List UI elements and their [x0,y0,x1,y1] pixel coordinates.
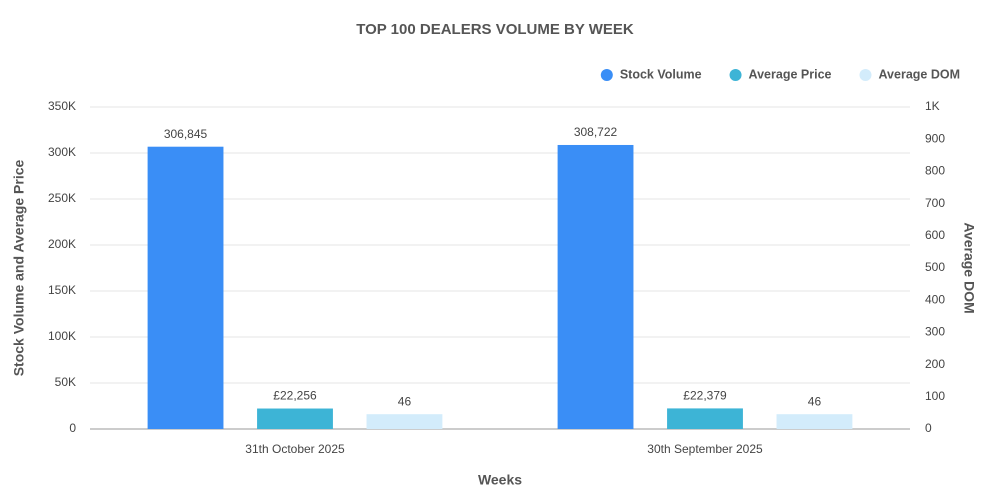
y-axis-title: Stock Volume and Average Price [11,160,27,377]
legend-marker [600,69,613,81]
y2-tick-label: 1K [925,99,940,113]
value-label: 306,845 [164,127,208,141]
y-tick-label: 50K [55,375,76,389]
y-tick-label: 250K [48,191,76,205]
y-tick-label: 200K [48,237,76,251]
legend-marker [859,69,872,81]
value-label: £22,379 [683,389,727,403]
x-tick-label: 31th October 2025 [245,442,345,456]
x-tick-label: 30th September 2025 [647,442,763,456]
legend-label: Average DOM [878,67,960,81]
y2-tick-label: 900 [925,131,945,145]
value-label: 46 [808,394,822,408]
bar [147,146,224,429]
value-label: £22,256 [273,389,317,403]
y-tick-label: 0 [69,421,76,435]
value-label: 46 [398,394,412,408]
y2-axis-title: Average DOM [961,222,977,313]
y2-tick-label: 800 [925,164,945,178]
value-label: 308,722 [574,125,618,139]
y2-tick-label: 100 [925,389,945,403]
bar [557,144,634,429]
y2-tick-label: 500 [925,260,945,274]
y-tick-label: 100K [48,329,76,343]
y2-tick-label: 600 [925,228,945,242]
bar [776,414,853,429]
y2-tick-label: 300 [925,325,945,339]
y2-tick-label: 0 [925,421,932,435]
legend-label: Stock Volume [620,67,702,81]
bar [366,414,443,429]
chart-title: TOP 100 DEALERS VOLUME BY WEEK [356,21,634,38]
legend-label: Average Price [749,67,832,81]
y2-tick-label: 700 [925,196,945,210]
y2-tick-label: 400 [925,292,945,306]
y2-tick-label: 200 [925,357,945,371]
legend-marker [729,69,742,81]
x-axis-title: Weeks [478,472,522,488]
y-tick-label: 350K [48,99,76,113]
y-tick-label: 150K [48,283,76,297]
y-tick-label: 300K [48,145,76,159]
bar [667,408,743,429]
bar [257,408,333,429]
